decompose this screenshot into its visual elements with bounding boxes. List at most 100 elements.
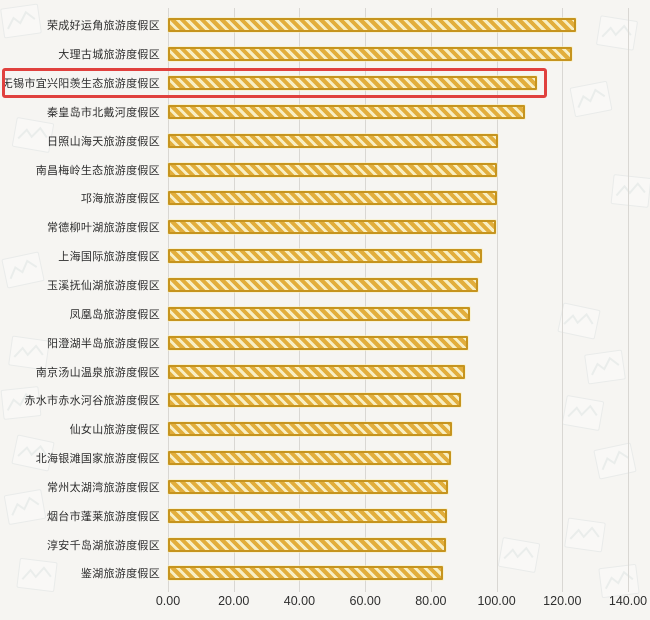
gridline — [562, 8, 564, 592]
bar — [168, 47, 573, 62]
category-label: 日照山海天旅游度假区 — [47, 135, 160, 148]
bar-track — [168, 18, 628, 33]
category-label: 阳澄湖半岛旅游度假区 — [47, 337, 160, 350]
category-label: 常州太湖湾旅游度假区 — [47, 481, 160, 494]
bar-track — [168, 249, 628, 264]
category-label: 常德柳叶湖旅游度假区 — [47, 222, 160, 235]
watermark-thumbnail — [595, 15, 639, 51]
bar-rows: 荣成好运角旅游度假区大理古城旅游度假区无锡市宜兴阳羡生态旅游度假区秦皇岛市北戴河… — [0, 11, 650, 588]
bar — [168, 335, 468, 350]
bar-track — [168, 393, 628, 408]
bar — [168, 306, 471, 321]
highlight-box — [2, 68, 547, 99]
bar-row: 荣成好运角旅游度假区 — [0, 11, 650, 40]
gridline — [628, 8, 629, 592]
bar-track — [168, 508, 628, 523]
category-label: 上海国际旅游度假区 — [58, 251, 160, 264]
watermark-thumbnail — [497, 536, 541, 574]
watermark-thumbnail — [11, 116, 55, 154]
watermark-thumbnail — [11, 434, 55, 472]
bar-row: 阳澄湖半岛旅游度假区 — [0, 328, 650, 357]
bar-track — [168, 479, 628, 494]
watermark-thumbnail — [561, 394, 605, 432]
bar — [168, 479, 448, 494]
bar-track — [168, 364, 628, 379]
watermark-thumbnail — [610, 174, 650, 208]
watermark-thumbnail — [584, 349, 626, 385]
watermark-thumbnail — [0, 386, 42, 420]
gridline — [168, 8, 169, 592]
bar-row: 赤水市赤水河谷旅游度假区 — [0, 386, 650, 415]
x-axis-tick-label: 80.00 — [415, 594, 447, 608]
category-label: 邛海旅游度假区 — [80, 193, 160, 206]
bar-track — [168, 278, 628, 293]
bar — [168, 249, 482, 264]
bar — [168, 278, 478, 293]
bar — [168, 133, 498, 148]
category-label: 玉溪抚仙湖旅游度假区 — [47, 280, 160, 293]
bar-track — [168, 76, 628, 91]
bar-row: 无锡市宜兴阳羡生态旅游度假区 — [0, 69, 650, 98]
bar-row: 玉溪抚仙湖旅游度假区 — [0, 271, 650, 300]
x-axis-tick-label: 140.00 — [608, 594, 648, 608]
watermark-thumbnail — [3, 488, 47, 526]
bar-row: 南京汤山温泉旅游度假区 — [0, 357, 650, 386]
category-label: 仙女山旅游度假区 — [69, 424, 160, 437]
bar-row: 常德柳叶湖旅游度假区 — [0, 213, 650, 242]
x-axis-tick-label: 60.00 — [349, 594, 381, 608]
bar — [168, 451, 452, 466]
bar — [168, 162, 498, 177]
x-axis-tick-label: 20.00 — [218, 594, 250, 608]
x-axis-tick-label: 120.00 — [543, 594, 582, 608]
gridline — [299, 8, 301, 592]
bar-row: 秦皇岛市北戴河度假区 — [0, 98, 650, 127]
bar — [168, 191, 497, 206]
bar — [168, 393, 462, 408]
bar — [168, 76, 537, 91]
watermark-thumbnail — [0, 3, 42, 39]
category-label: 赤水市赤水河谷旅游度假区 — [24, 395, 160, 408]
bar-track — [168, 451, 628, 466]
bar-row: 日照山海天旅游度假区 — [0, 126, 650, 155]
bar — [168, 422, 453, 437]
bar-track — [168, 104, 628, 119]
category-label: 荣成好运角旅游度假区 — [47, 20, 160, 33]
gridline — [430, 8, 432, 592]
x-axis-tick-label: 0.00 — [155, 594, 181, 608]
bar — [168, 566, 443, 581]
category-label: 凤凰岛旅游度假区 — [69, 308, 160, 321]
watermark-thumbnail — [569, 80, 613, 118]
bar-track — [168, 47, 628, 62]
bar-track — [168, 220, 628, 235]
bar — [168, 18, 577, 33]
category-label: 无锡市宜兴阳羡生态旅游度假区 — [1, 78, 160, 91]
bar-row: 上海国际旅游度假区 — [0, 242, 650, 271]
bar-track — [168, 566, 628, 581]
bar-row: 常州太湖湾旅游度假区 — [0, 473, 650, 502]
watermark-thumbnail — [557, 302, 601, 340]
category-label: 南京汤山温泉旅游度假区 — [35, 366, 160, 379]
category-label: 南昌梅岭生态旅游度假区 — [35, 164, 160, 177]
bar-row: 仙女山旅游度假区 — [0, 415, 650, 444]
bar-row: 淳安千岛湖旅游度假区 — [0, 530, 650, 559]
category-label: 秦皇岛市北戴河度假区 — [47, 106, 160, 119]
bar-track — [168, 133, 628, 148]
bar-row: 凤凰岛旅游度假区 — [0, 299, 650, 328]
bar — [168, 104, 525, 119]
gridline — [233, 8, 235, 592]
x-axis-tick-label: 100.00 — [477, 594, 516, 608]
watermark-thumbnail — [1, 251, 45, 289]
bar-row: 大理古城旅游度假区 — [0, 40, 650, 69]
category-label: 北海银滩国家旅游度假区 — [35, 453, 160, 466]
category-label: 大理古城旅游度假区 — [58, 49, 160, 62]
x-axis-tick-label: 40.00 — [283, 594, 316, 608]
bar-track — [168, 335, 628, 350]
bar-row: 邛海旅游度假区 — [0, 184, 650, 213]
bar-track — [168, 306, 628, 321]
bar — [168, 537, 446, 552]
watermark-thumbnail — [598, 563, 640, 599]
category-label: 鉴湖旅游度假区 — [80, 568, 160, 581]
gridline — [496, 8, 498, 592]
bar-row: 烟台市蓬莱旅游度假区 — [0, 501, 650, 530]
